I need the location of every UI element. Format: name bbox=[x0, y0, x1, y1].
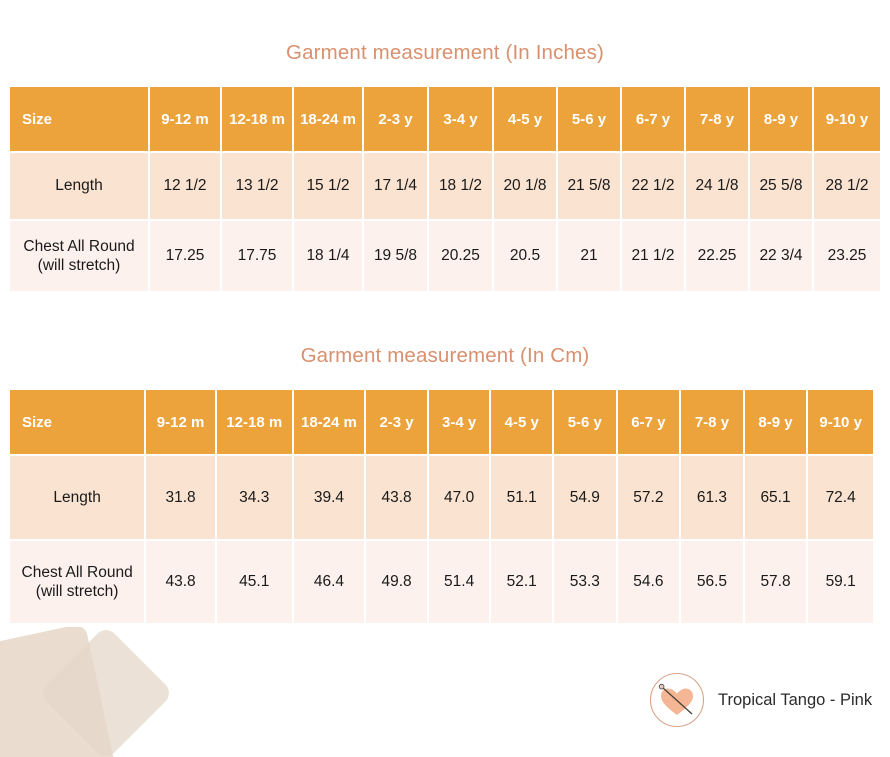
header-col-9-12m: 9-12 m bbox=[146, 390, 217, 456]
cell-chest-4-5y: 52.1 bbox=[491, 541, 554, 623]
header-col-5-6y: 5-6 y bbox=[554, 390, 618, 456]
row-label-chest-line1: Chest All Round bbox=[21, 563, 133, 581]
table-title-cm: Garment measurement (In Cm) bbox=[300, 344, 590, 367]
heart-with-pin-icon bbox=[649, 672, 705, 728]
header-col-18-24m: 18-24 m bbox=[293, 390, 367, 456]
row-label-chest-line1: Chest All Round bbox=[23, 237, 135, 255]
header-col-12-18m: 12-18 m bbox=[216, 390, 294, 456]
cell-length-7-8y: 61.3 bbox=[681, 456, 745, 541]
table-row-length: Length 31.8 34.3 39.4 43.8 47.0 51.1 54.… bbox=[10, 456, 873, 541]
header-size-label: Size bbox=[10, 87, 150, 153]
size-table-cm: Size 9-12 m 12-18 m 18-24 m 2-3 y 3-4 y … bbox=[10, 390, 873, 623]
cell-chest-7-8y: 22.25 bbox=[686, 221, 750, 291]
header-col-9-12m: 9-12 m bbox=[150, 87, 222, 153]
header-col-2-3y: 2-3 y bbox=[364, 87, 429, 153]
cell-length-6-7y: 22 1/2 bbox=[622, 153, 686, 221]
cell-length-8-9y: 65.1 bbox=[744, 456, 809, 541]
table-header-row: Size 9-12 m 12-18 m 18-24 m 2-3 y 3-4 y … bbox=[10, 87, 880, 153]
cell-chest-12-18m: 17.75 bbox=[222, 221, 294, 291]
cell-chest-8-9y: 57.8 bbox=[744, 541, 809, 623]
row-label-chest-line2: (will stretch) bbox=[37, 257, 121, 274]
cell-length-2-3y: 43.8 bbox=[366, 456, 429, 541]
table-row-chest: Chest All Round (will stretch) 43.8 45.1 … bbox=[10, 541, 873, 623]
cell-length-4-5y: 51.1 bbox=[491, 456, 554, 541]
table-header-row: Size 9-12 m 12-18 m 18-24 m 2-3 y 3-4 y … bbox=[10, 390, 873, 456]
cell-chest-6-7y: 54.6 bbox=[617, 541, 682, 623]
cell-chest-2-3y: 49.8 bbox=[366, 541, 429, 623]
brand-name: Tropical Tango - Pink bbox=[718, 690, 873, 709]
cell-length-4-5y: 20 1/8 bbox=[494, 153, 558, 221]
cell-chest-12-18m: 45.1 bbox=[216, 541, 294, 623]
cell-chest-9-10y: 23.25 bbox=[814, 221, 880, 291]
brand-footer: Tropical Tango - Pink bbox=[648, 671, 872, 729]
cell-length-5-6y: 54.9 bbox=[554, 456, 618, 541]
cell-chest-18-24m: 46.4 bbox=[293, 541, 367, 623]
table-row-chest: Chest All Round (will stretch) 17.25 17.7… bbox=[10, 221, 880, 291]
cell-length-9-10y: 72.4 bbox=[808, 456, 873, 541]
cell-length-2-3y: 17 1/4 bbox=[364, 153, 429, 221]
cell-chest-5-6y: 21 bbox=[558, 221, 622, 291]
header-col-3-4y: 3-4 y bbox=[429, 87, 494, 153]
header-col-5-6y: 5-6 y bbox=[558, 87, 622, 153]
header-col-7-8y: 7-8 y bbox=[681, 390, 745, 456]
cell-length-9-10y: 28 1/2 bbox=[814, 153, 880, 221]
header-col-8-9y: 8-9 y bbox=[750, 87, 814, 153]
cell-chest-5-6y: 53.3 bbox=[554, 541, 618, 623]
cell-length-9-12m: 12 1/2 bbox=[150, 153, 222, 221]
header-col-8-9y: 8-9 y bbox=[744, 390, 809, 456]
header-col-9-10y: 9-10 y bbox=[808, 390, 873, 456]
header-col-18-24m: 18-24 m bbox=[294, 87, 364, 153]
header-col-2-3y: 2-3 y bbox=[366, 390, 429, 456]
cell-chest-3-4y: 20.25 bbox=[429, 221, 494, 291]
decorative-square-small bbox=[38, 627, 174, 757]
table-title-inches: Garment measurement (In Inches) bbox=[286, 41, 604, 64]
header-size-label: Size bbox=[10, 390, 147, 456]
cell-length-18-24m: 15 1/2 bbox=[294, 153, 364, 221]
size-table-inches: Size 9-12 m 12-18 m 18-24 m 2-3 y 3-4 y … bbox=[10, 87, 880, 291]
header-col-4-5y: 4-5 y bbox=[491, 390, 554, 456]
decorative-background bbox=[0, 627, 240, 757]
cell-chest-7-8y: 56.5 bbox=[681, 541, 745, 623]
header-col-4-5y: 4-5 y bbox=[494, 87, 558, 153]
cell-length-12-18m: 34.3 bbox=[216, 456, 294, 541]
size-chart-sheet: Garment measurement (In Inches) Size 9-1… bbox=[0, 41, 890, 623]
cell-length-3-4y: 47.0 bbox=[428, 456, 492, 541]
cell-length-12-18m: 13 1/2 bbox=[222, 153, 294, 221]
row-label-chest: Chest All Round (will stretch) bbox=[10, 221, 150, 291]
cell-chest-2-3y: 19 5/8 bbox=[364, 221, 429, 291]
cell-chest-4-5y: 20.5 bbox=[494, 221, 558, 291]
header-col-9-10y: 9-10 y bbox=[814, 87, 880, 153]
cell-length-7-8y: 24 1/8 bbox=[686, 153, 750, 221]
decorative-square-large bbox=[0, 627, 116, 757]
header-col-12-18m: 12-18 m bbox=[222, 87, 294, 153]
cell-chest-8-9y: 22 3/4 bbox=[750, 221, 814, 291]
header-col-3-4y: 3-4 y bbox=[428, 390, 492, 456]
cell-length-18-24m: 39.4 bbox=[293, 456, 367, 541]
table-row-length: Length 12 1/2 13 1/2 15 1/2 17 1/4 18 1/… bbox=[10, 153, 880, 221]
cell-length-5-6y: 21 5/8 bbox=[558, 153, 622, 221]
cell-chest-9-12m: 17.25 bbox=[150, 221, 222, 291]
cell-chest-3-4y: 51.4 bbox=[428, 541, 492, 623]
cell-length-8-9y: 25 5/8 bbox=[750, 153, 814, 221]
header-col-6-7y: 6-7 y bbox=[617, 390, 682, 456]
row-label-length: Length bbox=[10, 153, 150, 221]
cell-chest-9-12m: 43.8 bbox=[146, 541, 217, 623]
cell-length-3-4y: 18 1/2 bbox=[429, 153, 494, 221]
row-label-chest-line2: (will stretch) bbox=[35, 583, 119, 600]
cell-chest-9-10y: 59.1 bbox=[808, 541, 873, 623]
cell-length-9-12m: 31.8 bbox=[146, 456, 217, 541]
row-label-length: Length bbox=[10, 456, 147, 541]
cell-chest-6-7y: 21 1/2 bbox=[622, 221, 686, 291]
cell-chest-18-24m: 18 1/4 bbox=[294, 221, 364, 291]
header-col-6-7y: 6-7 y bbox=[622, 87, 686, 153]
row-label-chest: Chest All Round (will stretch) bbox=[10, 541, 147, 623]
cell-length-6-7y: 57.2 bbox=[617, 456, 682, 541]
header-col-7-8y: 7-8 y bbox=[686, 87, 750, 153]
